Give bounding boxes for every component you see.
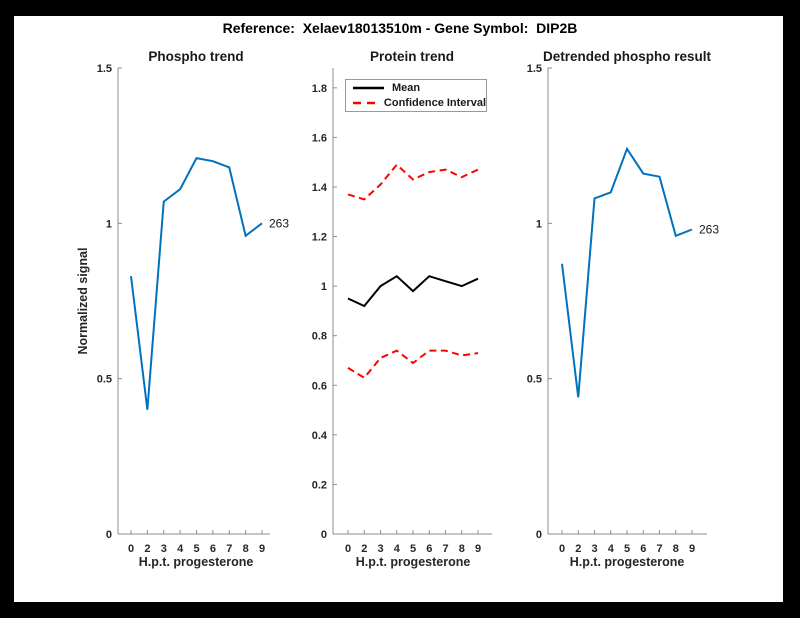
x-tick-label: 8 xyxy=(243,543,249,555)
y-tick-label: 0.5 xyxy=(97,374,112,386)
x-tick-label: 3 xyxy=(377,543,383,555)
y-tick-label: 0 xyxy=(106,529,112,541)
x-tick-label: 9 xyxy=(259,543,265,555)
x-tick-label: 9 xyxy=(689,543,695,555)
x-tick-label: 2 xyxy=(144,543,150,555)
y-axis-label: Normalized signal xyxy=(76,247,90,355)
y-tick-label: 0.5 xyxy=(527,374,542,386)
x-tick-label: 6 xyxy=(210,543,216,555)
figure-canvas xyxy=(14,16,783,602)
x-tick-label: 9 xyxy=(475,543,481,555)
x-tick-label: 7 xyxy=(442,543,448,555)
x-tick-label: 6 xyxy=(640,543,646,555)
phospho-signal-line xyxy=(130,156,263,410)
legend: Mean Confidence Interval xyxy=(345,79,487,112)
x-tick-label: 0 xyxy=(559,543,565,555)
legend-entry-confidence-interval: Confidence Interval xyxy=(352,97,486,110)
x-tick-label: 2 xyxy=(361,543,367,555)
x-tick-label: 6 xyxy=(426,543,432,555)
figure-title: Reference: Xelaev18013510m - Gene Symbol… xyxy=(222,20,578,36)
mean-line-sample xyxy=(353,86,384,90)
x-axis-label-1: H.p.t. progesterone xyxy=(138,555,254,569)
y-tick-label: 0.2 xyxy=(312,479,327,491)
subplot-title-phospho: Phospho trend xyxy=(148,49,244,64)
y-tick-label: 1 xyxy=(106,218,112,230)
y-tick-label: 1.4 xyxy=(312,182,328,194)
x-tick-label: 4 xyxy=(608,543,615,555)
x-tick-label: 0 xyxy=(345,543,351,555)
y-tick-label: 0.4 xyxy=(312,430,328,442)
confidence-interval-line-sample xyxy=(353,101,377,105)
confidence-interval-upper-line xyxy=(347,163,479,201)
x-axis-label-3: H.p.t. progesterone xyxy=(569,555,685,569)
legend-label-confidence-interval: Confidence Interval xyxy=(383,97,486,109)
mean-line xyxy=(347,274,479,308)
detrended-phospho-signal-line xyxy=(561,146,693,398)
y-tick-label: 0.6 xyxy=(312,380,327,392)
x-tick-label: 5 xyxy=(624,543,630,555)
y-tick-label: 1.8 xyxy=(312,83,327,95)
series-end-label: 263 xyxy=(699,223,719,237)
x-tick-label: 3 xyxy=(161,543,167,555)
x-tick-label: 3 xyxy=(591,543,597,555)
y-tick-label: 0 xyxy=(321,529,327,541)
x-tick-label: 5 xyxy=(193,543,199,555)
y-tick-label: 1.2 xyxy=(312,232,327,244)
series-end-label: 263 xyxy=(269,216,289,230)
x-tick-label: 7 xyxy=(656,543,662,555)
y-tick-label: 0 xyxy=(536,529,542,541)
x-tick-label: 8 xyxy=(673,543,679,555)
subplot-title-protein: Protein trend xyxy=(369,49,454,64)
x-axis-label-2: H.p.t. progesterone xyxy=(355,555,471,569)
y-tick-label: 1 xyxy=(321,281,327,293)
y-tick-label: 1 xyxy=(536,218,542,230)
y-tick-label: 0.8 xyxy=(312,331,327,343)
confidence-interval-lower-line xyxy=(347,349,479,380)
subplot-title-detrended: Detrended phospho result xyxy=(542,49,711,64)
subplot-2: 00.20.40.60.811.21.41.61.80 2 3 4 5 6 7 8 9 xyxy=(312,68,492,555)
x-tick-label: 4 xyxy=(177,543,184,555)
x-tick-label: 4 xyxy=(394,543,401,555)
x-tick-label: 0 xyxy=(128,543,134,555)
x-tick-label: 8 xyxy=(459,543,465,555)
x-tick-label: 5 xyxy=(410,543,416,555)
legend-label-mean: Mean xyxy=(392,82,421,94)
x-tick-label: 7 xyxy=(226,543,232,555)
y-tick-label: 1.5 xyxy=(97,63,112,75)
legend-entry-mean: Mean xyxy=(352,82,486,95)
y-tick-label: 1.6 xyxy=(312,132,327,144)
y-tick-label: 1.5 xyxy=(527,63,542,75)
x-tick-label: 2 xyxy=(575,543,581,555)
